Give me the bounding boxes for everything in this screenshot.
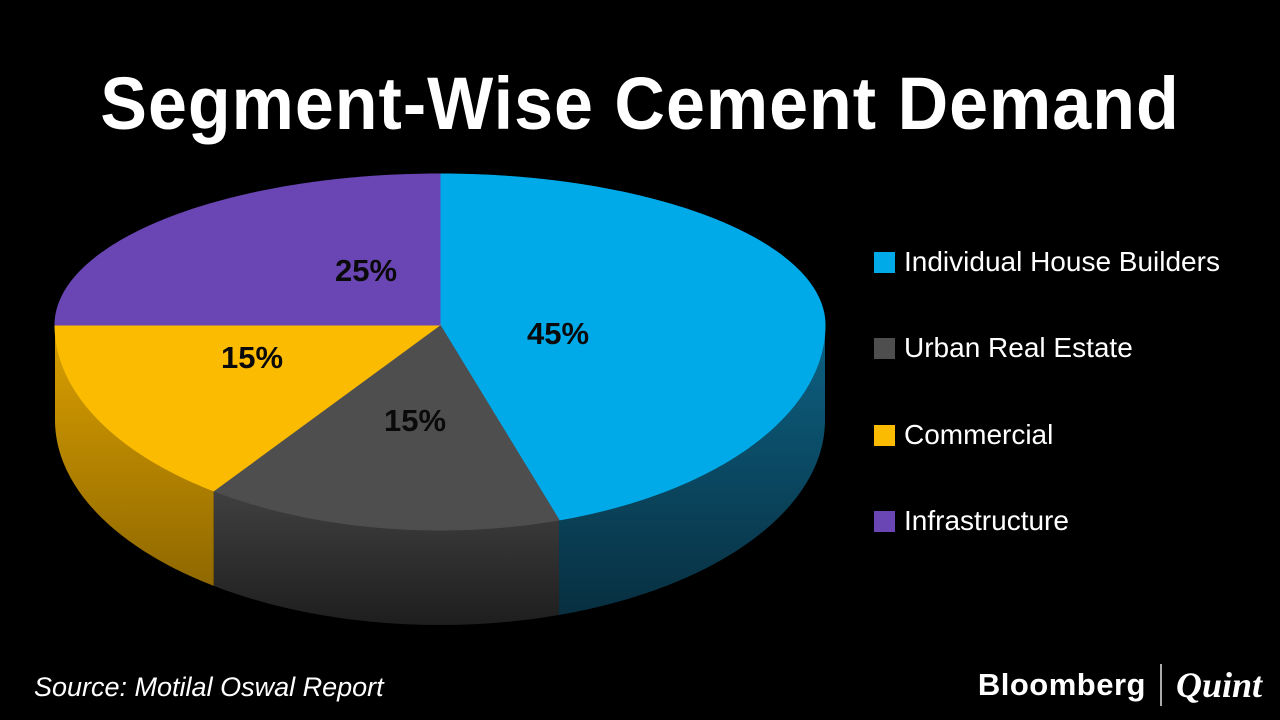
legend-label: Individual House Builders (904, 246, 1220, 277)
legend-swatch-infrastructure (874, 510, 895, 532)
legend-label: Infrastructure (904, 505, 1069, 536)
data-label-infrastructure: 25% (335, 253, 397, 288)
logo-divider (1159, 664, 1162, 706)
data-label-individual-house-builders: 45% (527, 316, 589, 351)
legend-swatch-commercial (874, 424, 895, 446)
legend-swatch-urban-real-estate (874, 337, 895, 359)
chart-title: Segment-Wise Cement Demand (100, 61, 1180, 145)
data-label-urban-real-estate: 15% (384, 403, 446, 438)
bloomberg-quint-logo: Bloomberg Quint (978, 664, 1262, 706)
pie-slice-infrastructure (54, 173, 441, 326)
pie-slice-side-commercial (55, 325, 214, 586)
pie-slice-commercial (54, 324, 442, 492)
pie-slice-individual-house-builders (439, 173, 826, 521)
pie-slice-urban-real-estate (212, 324, 560, 531)
quint-wordmark: Quint (1175, 665, 1262, 705)
pie-slice-side-urban-real-estate (213, 490, 559, 625)
legend-item-urban-real-estate: Urban Real Estate (874, 330, 1133, 366)
legend-label: Commercial (904, 419, 1054, 450)
pie-slice-side-individual-house-builders (558, 325, 825, 615)
source-note: Source: Motilal Oswal Report (34, 672, 384, 702)
legend-item-commercial: Commercial (874, 417, 1053, 453)
bloomberg-wordmark: Bloomberg (977, 667, 1146, 702)
legend-item-infrastructure: Infrastructure (874, 503, 1069, 539)
data-label-commercial: 15% (221, 340, 283, 375)
legend-label: Urban Real Estate (904, 332, 1133, 363)
legend-swatch-individual-house-builders (874, 251, 895, 273)
legend-item-individual-house-builders: Individual House Builders (874, 244, 1220, 280)
